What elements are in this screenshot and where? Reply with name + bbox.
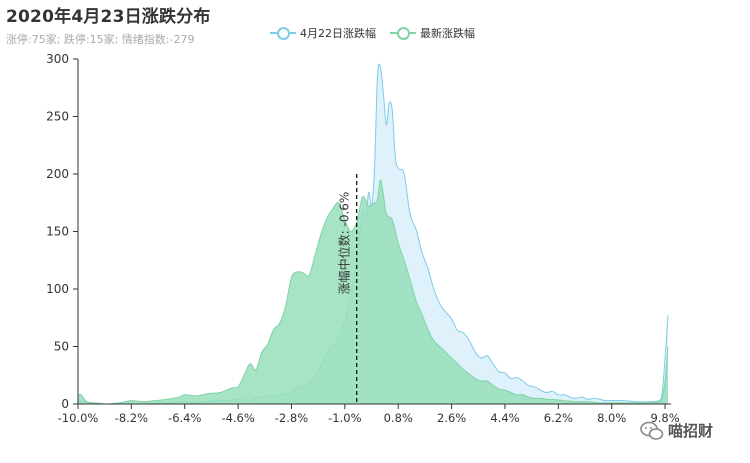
x-tick-label: 0.8% xyxy=(384,411,413,425)
axis-layer: 0 50 100 150 200 250 300 -10.0% -8.2% -6.4% -4.6% -… xyxy=(46,52,680,425)
legend-label-series-1: 4月22日涨跌幅 xyxy=(300,27,376,40)
x-tick-label: -2.8% xyxy=(275,411,308,425)
wechat-icon xyxy=(640,421,664,440)
x-tick-label: 9.8% xyxy=(650,411,679,425)
legend-label-series-2: 最新涨跌幅 xyxy=(420,27,475,40)
watermark: 喵招财 xyxy=(640,420,713,441)
y-tick-label: 150 xyxy=(46,225,69,239)
x-tick-label: -1.0% xyxy=(328,411,361,425)
x-tick-label: 6.2% xyxy=(544,411,573,425)
x-tick-label: 8.0% xyxy=(597,411,626,425)
series-2-line xyxy=(77,179,669,405)
legend-swatch-series-1 xyxy=(270,27,296,40)
series-layer xyxy=(77,63,669,405)
legend-item-series-2[interactable]: 最新涨跌幅 xyxy=(390,25,475,41)
y-tick-label: 0 xyxy=(61,397,69,411)
chart-subtitle: 涨停:75家; 跌停:15家; 情绪指数:-279 xyxy=(6,33,195,46)
y-tick-label: 200 xyxy=(46,167,69,181)
legend: 4月22日涨跌幅 最新涨跌幅 xyxy=(270,25,475,41)
legend-item-series-1[interactable]: 4月22日涨跌幅 xyxy=(270,25,376,41)
x-tick-label: 4.4% xyxy=(490,411,519,425)
y-tick-label: 250 xyxy=(46,110,69,124)
series-2-area xyxy=(78,179,668,404)
x-tick-label: -6.4% xyxy=(168,411,201,425)
y-tick-label: 100 xyxy=(46,282,69,296)
x-tick-label: -10.0% xyxy=(58,411,99,425)
y-tick-label: 50 xyxy=(54,340,69,354)
median-label: 涨幅中位数: -0.6% xyxy=(337,192,352,295)
watermark-text: 喵招财 xyxy=(668,422,714,440)
x-tick-label: -8.2% xyxy=(115,411,148,425)
x-tick-label: -4.6% xyxy=(221,411,254,425)
x-tick-label: 2.6% xyxy=(437,411,466,425)
chart-title: 2020年4月23日涨跌分布 xyxy=(6,7,211,27)
legend-swatch-series-2 xyxy=(390,27,416,40)
y-tick-label: 300 xyxy=(46,52,69,66)
median-markline: 涨幅中位数: -0.6% xyxy=(337,174,358,404)
